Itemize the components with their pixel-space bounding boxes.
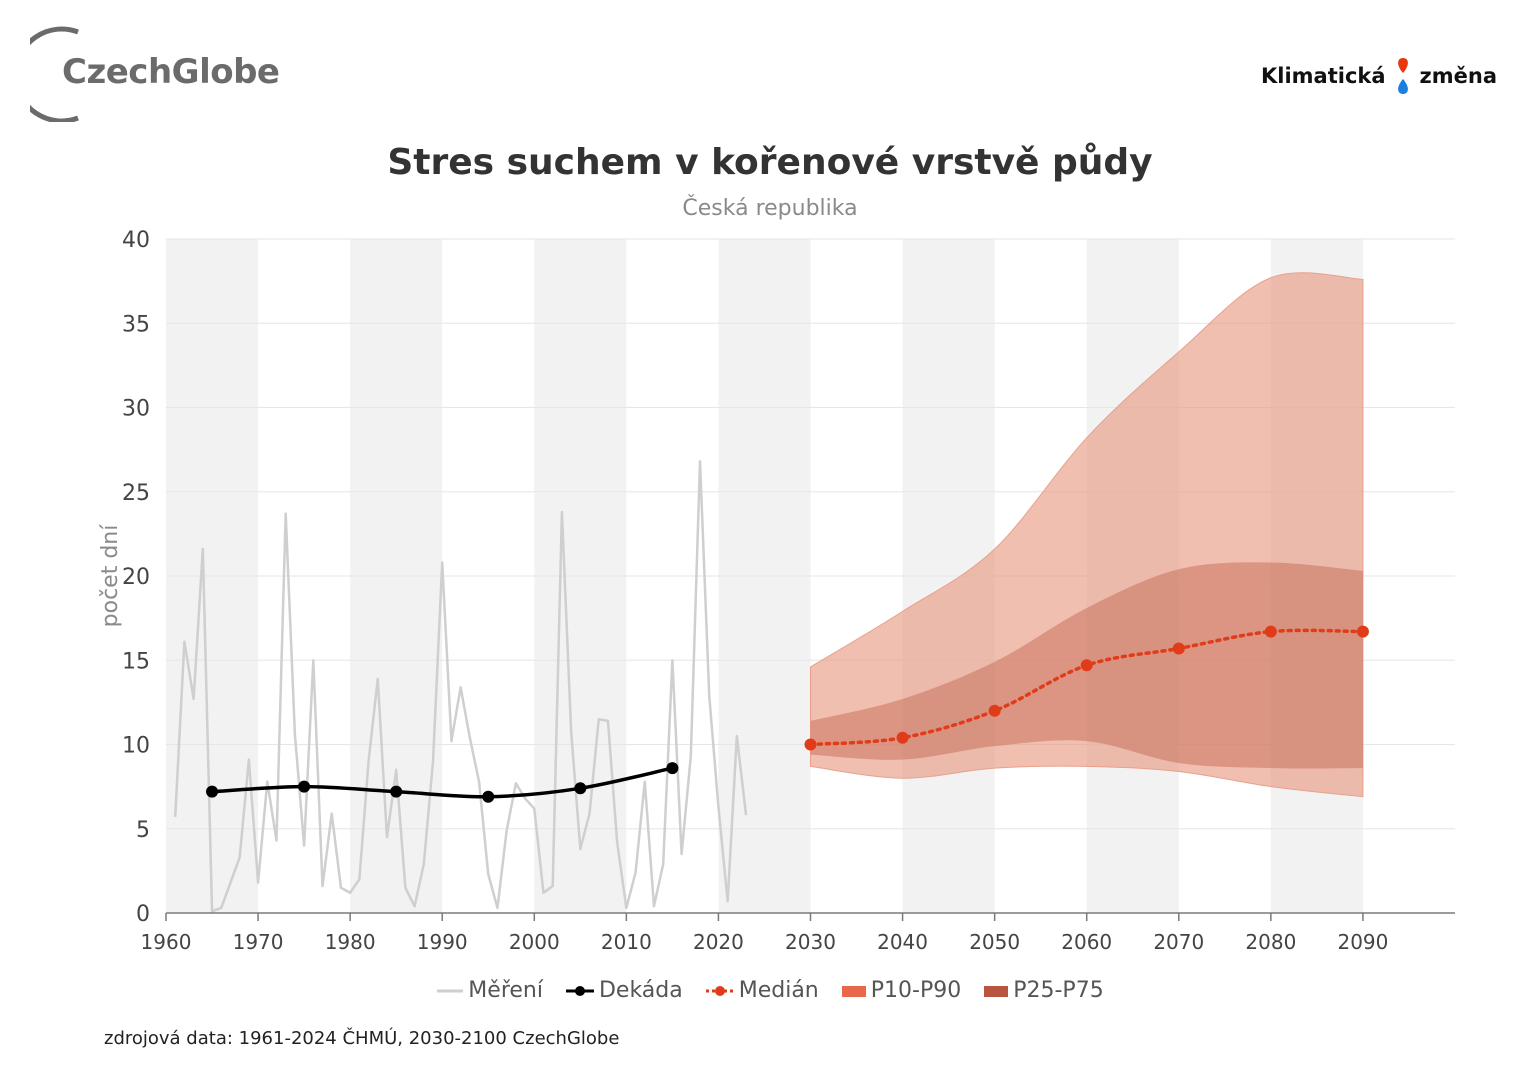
y-tick-label: 10	[122, 734, 150, 759]
x-tick-label: 2050	[969, 930, 1020, 954]
logo-right-word2: změna	[1419, 64, 1497, 88]
logo-right-word1: Klimatická	[1260, 64, 1386, 88]
median-point	[804, 738, 817, 751]
legend-label-p10-p90: P10-P90	[870, 978, 962, 1003]
x-tick-label: 1960	[141, 930, 192, 954]
y-tick-label: 0	[136, 902, 150, 927]
x-tick-label: 2010	[601, 930, 652, 954]
median-point	[1264, 625, 1277, 638]
dekada-point	[574, 782, 587, 795]
series-mereni-line	[173, 460, 748, 913]
czechglobe-logo-arc	[30, 26, 79, 122]
czechglobe-logo: CzechGlobe	[30, 26, 290, 122]
x-tick-label: 1980	[325, 930, 376, 954]
y-tick-label: 35	[122, 312, 150, 337]
klimaticka-zmena-logo: Klimatická změna	[1261, 56, 1497, 96]
legend-item-p25-p75: P25-P75	[983, 978, 1104, 1003]
chart-title: Stres suchem v kořenové vrstvě půdy	[387, 142, 1153, 183]
legend-swatch-dekada	[565, 985, 594, 996]
legend-label-dekada: Dekáda	[598, 978, 683, 1003]
legend-label-median: Medián	[738, 978, 819, 1003]
median-point	[1172, 642, 1185, 655]
y-axis-label: počet dní	[98, 524, 123, 628]
legend-item-p10-p90: P10-P90	[841, 978, 961, 1003]
legend-label-mereni: Měření	[468, 978, 543, 1003]
legend-item-mereni: Měření	[436, 978, 543, 1003]
legend-swatch-p25-p75	[984, 985, 1009, 997]
drop-icon	[1392, 56, 1414, 96]
median-point	[1080, 659, 1093, 672]
legend-item-median: Medián	[705, 978, 819, 1003]
source-note: zdrojová data: 1961-2024 ČHMÚ, 2030-2100…	[104, 1028, 620, 1049]
x-tick-label: 2020	[693, 930, 744, 954]
median-point	[988, 704, 1001, 717]
median-point	[1356, 625, 1369, 638]
dekada-point	[390, 785, 403, 798]
chart-legend: Měření Dekáda Medián P10-P90 P25-P75	[0, 978, 1527, 1003]
y-tick-label: 40	[122, 228, 150, 253]
chart-subtitle: Česká republika	[682, 196, 858, 221]
legend-swatch-p10-p90	[841, 985, 866, 997]
x-tick-label: 2030	[785, 930, 836, 954]
x-tick-label: 2090	[1337, 930, 1388, 954]
legend-item-dekada: Dekáda	[565, 978, 683, 1003]
x-tick-label: 2040	[877, 930, 928, 954]
y-tick-label: 25	[122, 481, 150, 506]
legend-swatch-mereni	[437, 989, 464, 992]
x-tick-label: 1990	[417, 930, 468, 954]
x-tick-label: 2070	[1153, 930, 1204, 954]
chart-area: 1960 1970 1980 1990 2000 2010 2020 2030 2040 2050…	[98, 228, 1455, 954]
dekada-point	[482, 790, 495, 803]
legend-label-p25-p75: P25-P75	[1013, 978, 1104, 1003]
y-tick-label: 15	[122, 649, 150, 674]
y-tick-label: 30	[122, 397, 150, 422]
x-tick-label: 2080	[1245, 930, 1296, 954]
dekada-point	[666, 762, 679, 775]
x-tick-label: 2060	[1061, 930, 1112, 954]
dekada-point	[298, 780, 311, 793]
y-tick-label: 5	[136, 818, 150, 843]
y-tick-label: 20	[122, 565, 150, 590]
median-point	[896, 731, 909, 744]
series-dekada-line	[211, 766, 673, 799]
czechglobe-wordmark: CzechGlobe	[62, 52, 280, 92]
x-tick-label: 1970	[233, 930, 284, 954]
legend-swatch-median	[705, 985, 734, 996]
dekada-point	[206, 785, 219, 798]
x-tick-label: 2000	[509, 930, 560, 954]
